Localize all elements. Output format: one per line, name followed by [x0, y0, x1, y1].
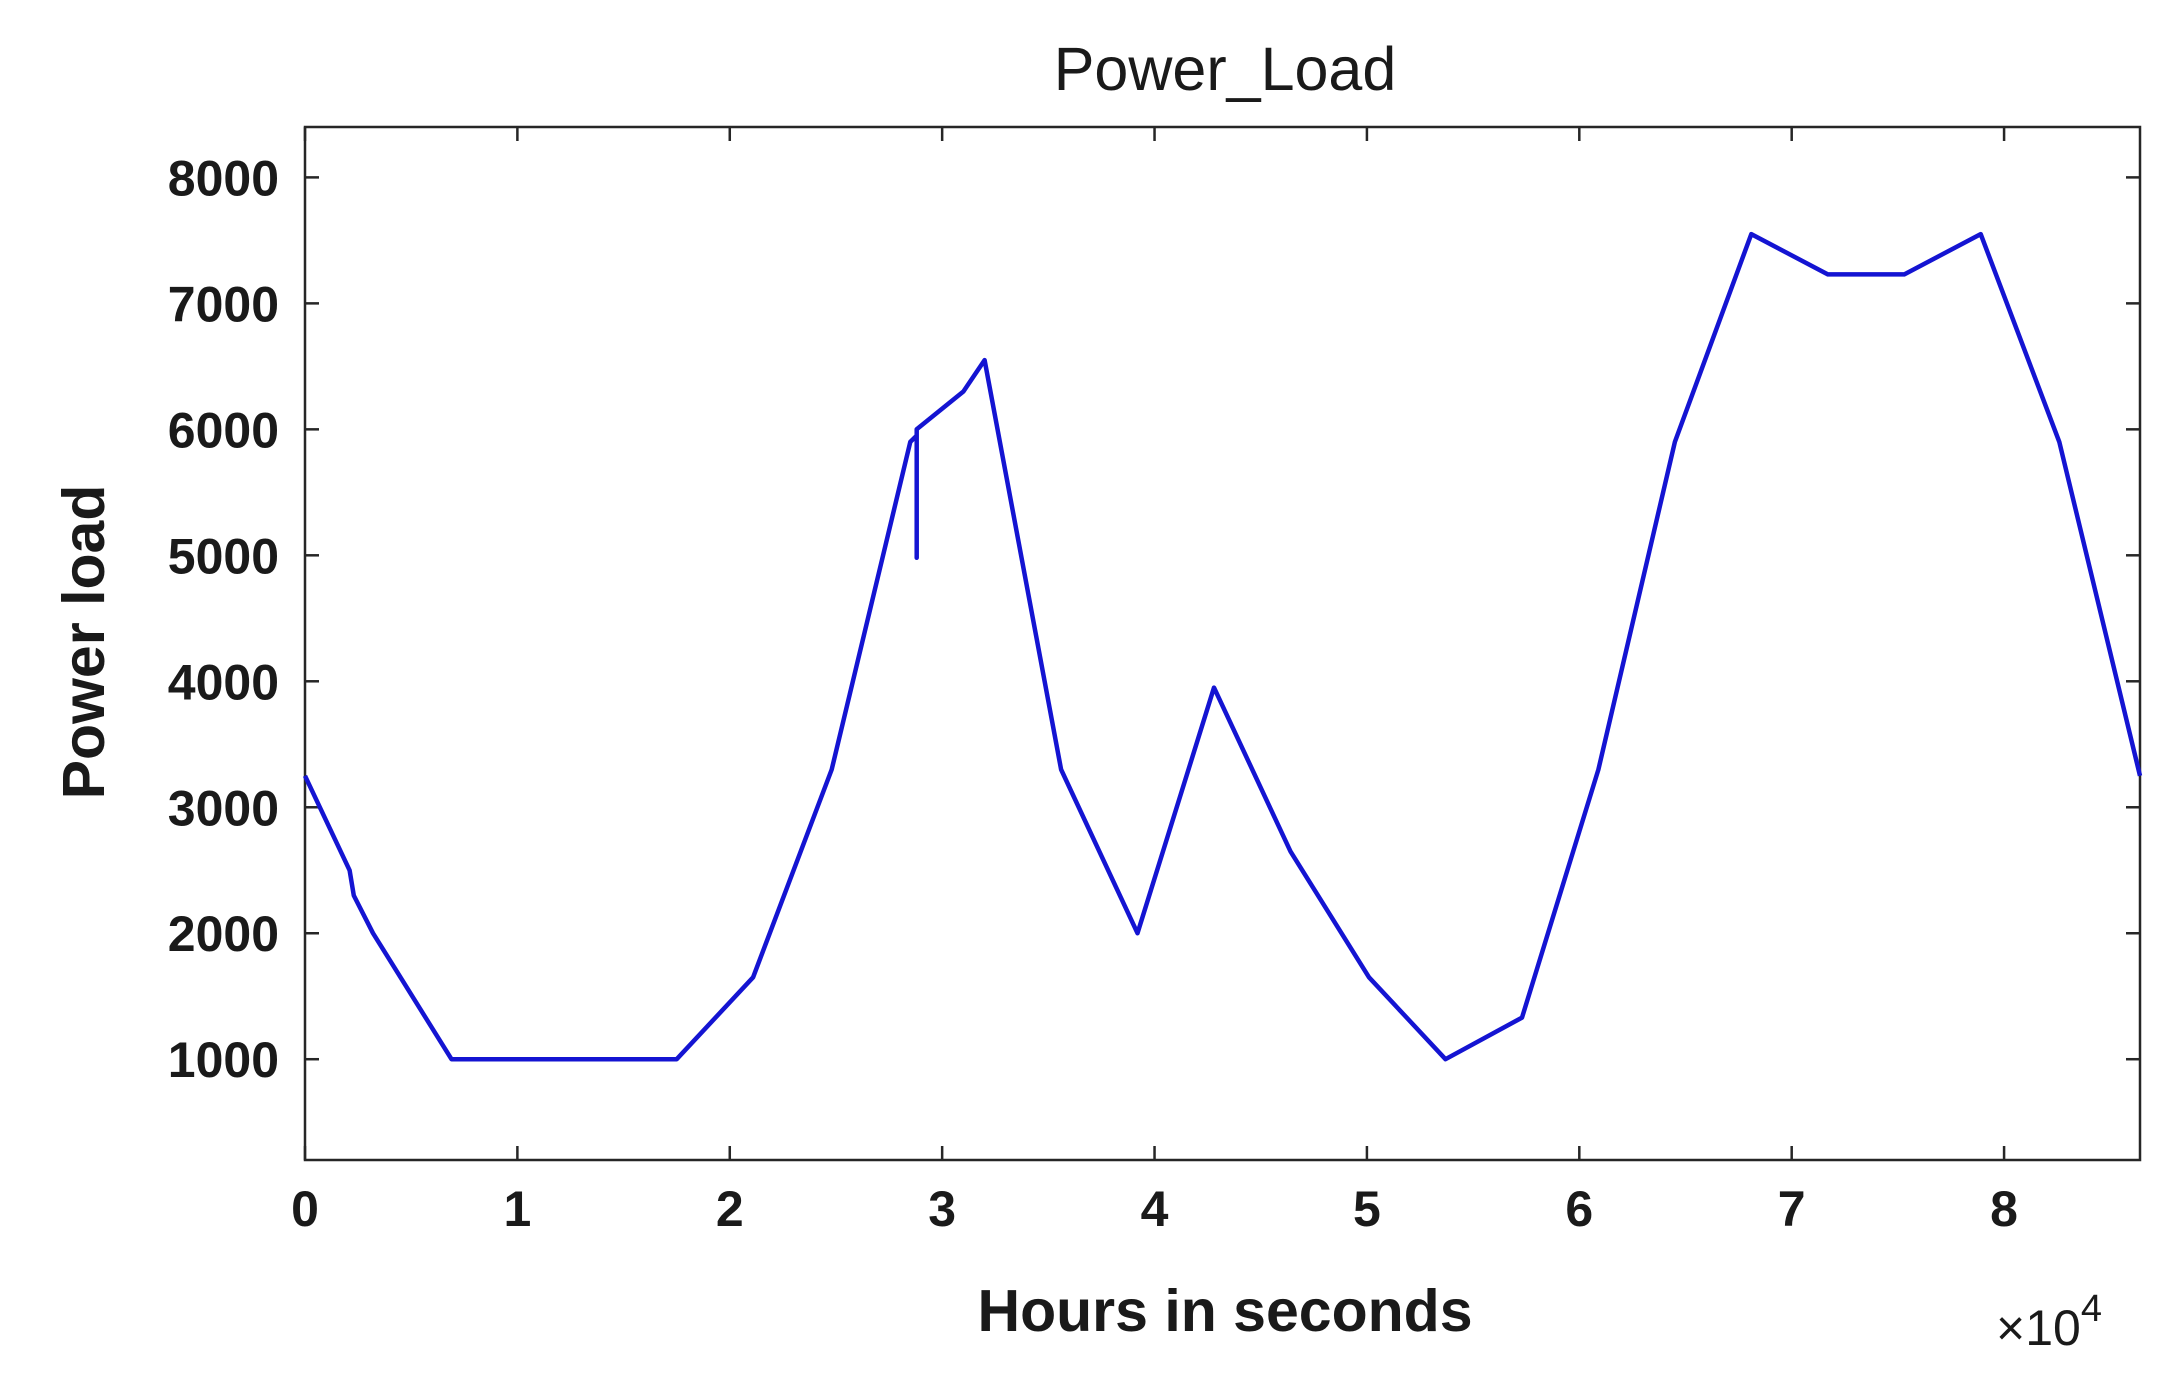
x-tick-label: 4 — [1141, 1181, 1169, 1237]
x-tick-label: 1 — [503, 1181, 531, 1237]
x-axis-label: Hours in seconds — [977, 1278, 1472, 1344]
y-axis-label: Power load — [51, 485, 117, 800]
y-tick-label: 6000 — [168, 402, 279, 458]
x-tick-label: 3 — [928, 1181, 956, 1237]
x-tick-label: 8 — [1990, 1181, 2018, 1237]
y-tick-label: 5000 — [168, 528, 279, 584]
y-tick-label: 1000 — [168, 1032, 279, 1088]
y-tick-label: 4000 — [168, 654, 279, 710]
y-tick-label: 2000 — [168, 906, 279, 962]
x-tick-label: 6 — [1565, 1181, 1593, 1237]
x-tick-label: 0 — [291, 1181, 319, 1237]
y-axis-ticks: 1000 2000 3000 4000 5000 6000 7000 8000 — [168, 150, 2140, 1088]
y-tick-label: 3000 — [168, 780, 279, 836]
x-tick-label: 7 — [1778, 1181, 1806, 1237]
series-line-power-load — [302, 231, 2143, 1062]
axes-box — [303, 125, 2142, 1162]
series-layer — [302, 231, 2143, 1062]
y-tick-label: 8000 — [168, 150, 279, 206]
chart-title: Power_Load — [1054, 35, 1397, 103]
plot-area — [303, 125, 2142, 1162]
x-axis-exponent: ×104 — [1996, 1288, 2102, 1356]
x-axis-ticks: 0 1 2 3 4 5 6 7 8 — [291, 127, 2018, 1237]
y-tick-label: 7000 — [168, 276, 279, 332]
x-tick-label: 2 — [716, 1181, 744, 1237]
x-exponent-base: ×10 — [1996, 1300, 2081, 1356]
x-exponent-power: 4 — [2081, 1288, 2102, 1330]
x-tick-label: 5 — [1353, 1181, 1381, 1237]
